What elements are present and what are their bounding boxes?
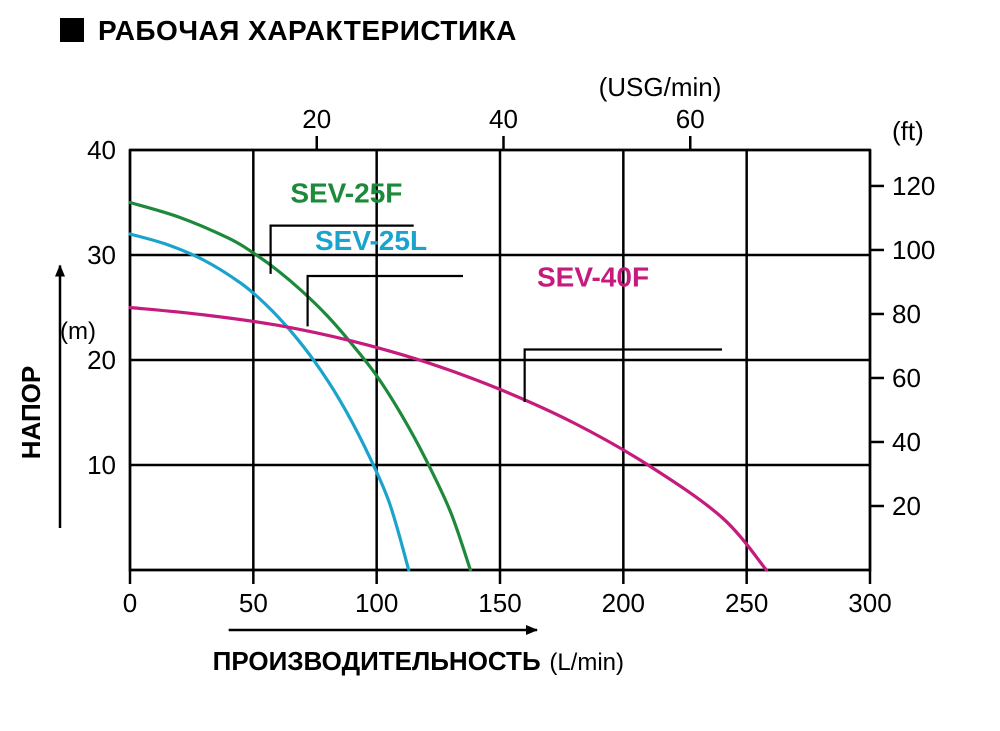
x-axis-label: ПРОИЗВОДИТЕЛЬНОСТЬ [213,646,541,676]
y2-tick-label: 40 [892,427,921,457]
y-tick-label: 40 [87,135,116,165]
x-axis-unit: (L/min) [549,649,624,676]
x-tick-label: 0 [123,588,137,618]
y2-tick-label: 80 [892,299,921,329]
x-tick-label: 250 [725,588,768,618]
title-marker-square [60,18,84,42]
x-tick-label: 100 [355,588,398,618]
y2-tick-label: 20 [892,491,921,521]
y2-unit-label: (ft) [892,116,924,146]
x-tick-label: 50 [239,588,268,618]
y2-tick-label: 60 [892,363,921,393]
axis-arrows [60,266,537,631]
x-tick-label: 300 [848,588,891,618]
curve-sev25l [130,234,409,570]
y-axis-unit: (m) [60,318,96,345]
chart-title: РАБОЧАЯ ХАРАКТЕРИСТИКА [60,15,517,47]
y-tick-label: 30 [87,240,116,270]
y-tick-label: 20 [87,345,116,375]
x-tick-label: 200 [602,588,645,618]
series-curves [130,203,766,571]
curve-sev40f [130,308,766,571]
label-sev40f: SEV-40F [537,262,649,293]
axis-ticks: 05010015020025030010203040204060(USG/min… [87,72,935,618]
label-sev25l: SEV-25L [315,225,427,256]
curve-sev25f [130,203,470,571]
chart-title-text: РАБОЧАЯ ХАРАКТЕРИСТИКА [98,15,517,46]
grid [130,150,870,570]
x2-tick-label: 60 [676,104,705,134]
x2-unit-label: (USG/min) [599,72,722,102]
series-leaders: SEV-25F SEV-25L SEV-40F [271,178,722,403]
x2-tick-label: 40 [489,104,518,134]
y2-tick-label: 100 [892,235,935,265]
y2-tick-label: 120 [892,171,935,201]
label-sev25f: SEV-25F [290,178,402,209]
y-axis-label: НАПОР [16,366,46,459]
pump-performance-chart: SEV-25F SEV-25L SEV-40F 0 50 100 150 200 250 300… [0,0,1000,731]
x-tick-label: 150 [478,588,521,618]
x2-tick-label: 20 [302,104,331,134]
y-tick-label: 10 [87,450,116,480]
